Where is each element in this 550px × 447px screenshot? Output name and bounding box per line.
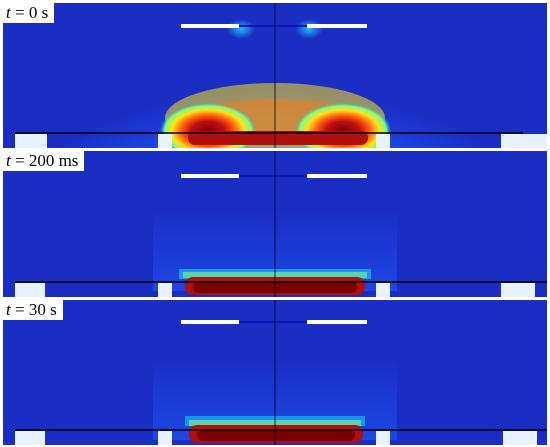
top-electrode-left	[181, 174, 239, 178]
field-map-t0	[3, 3, 547, 148]
top-electrode-right	[307, 320, 367, 324]
time-label: t = 0 s	[3, 3, 55, 23]
field-map-t200ms	[3, 151, 547, 297]
top-electrode-right	[307, 174, 367, 178]
bottom-block-left	[15, 134, 47, 148]
field-map-t30s	[3, 300, 547, 445]
bottom-channel	[188, 131, 368, 145]
field-panel-t200ms: t = 200 ms	[3, 151, 547, 297]
time-label: t = 30 s	[3, 300, 63, 320]
top-electrode-right	[307, 24, 367, 28]
top-electrode-gap	[239, 25, 307, 27]
top-electrode-left	[181, 24, 239, 28]
top-electrode-left	[181, 320, 239, 324]
field-panel-t0: t = 0 s	[3, 3, 547, 148]
time-label: t = 200 ms	[3, 151, 85, 171]
bottom-block-right	[501, 134, 547, 148]
field-panel-t30s: t = 30 s	[3, 300, 547, 445]
